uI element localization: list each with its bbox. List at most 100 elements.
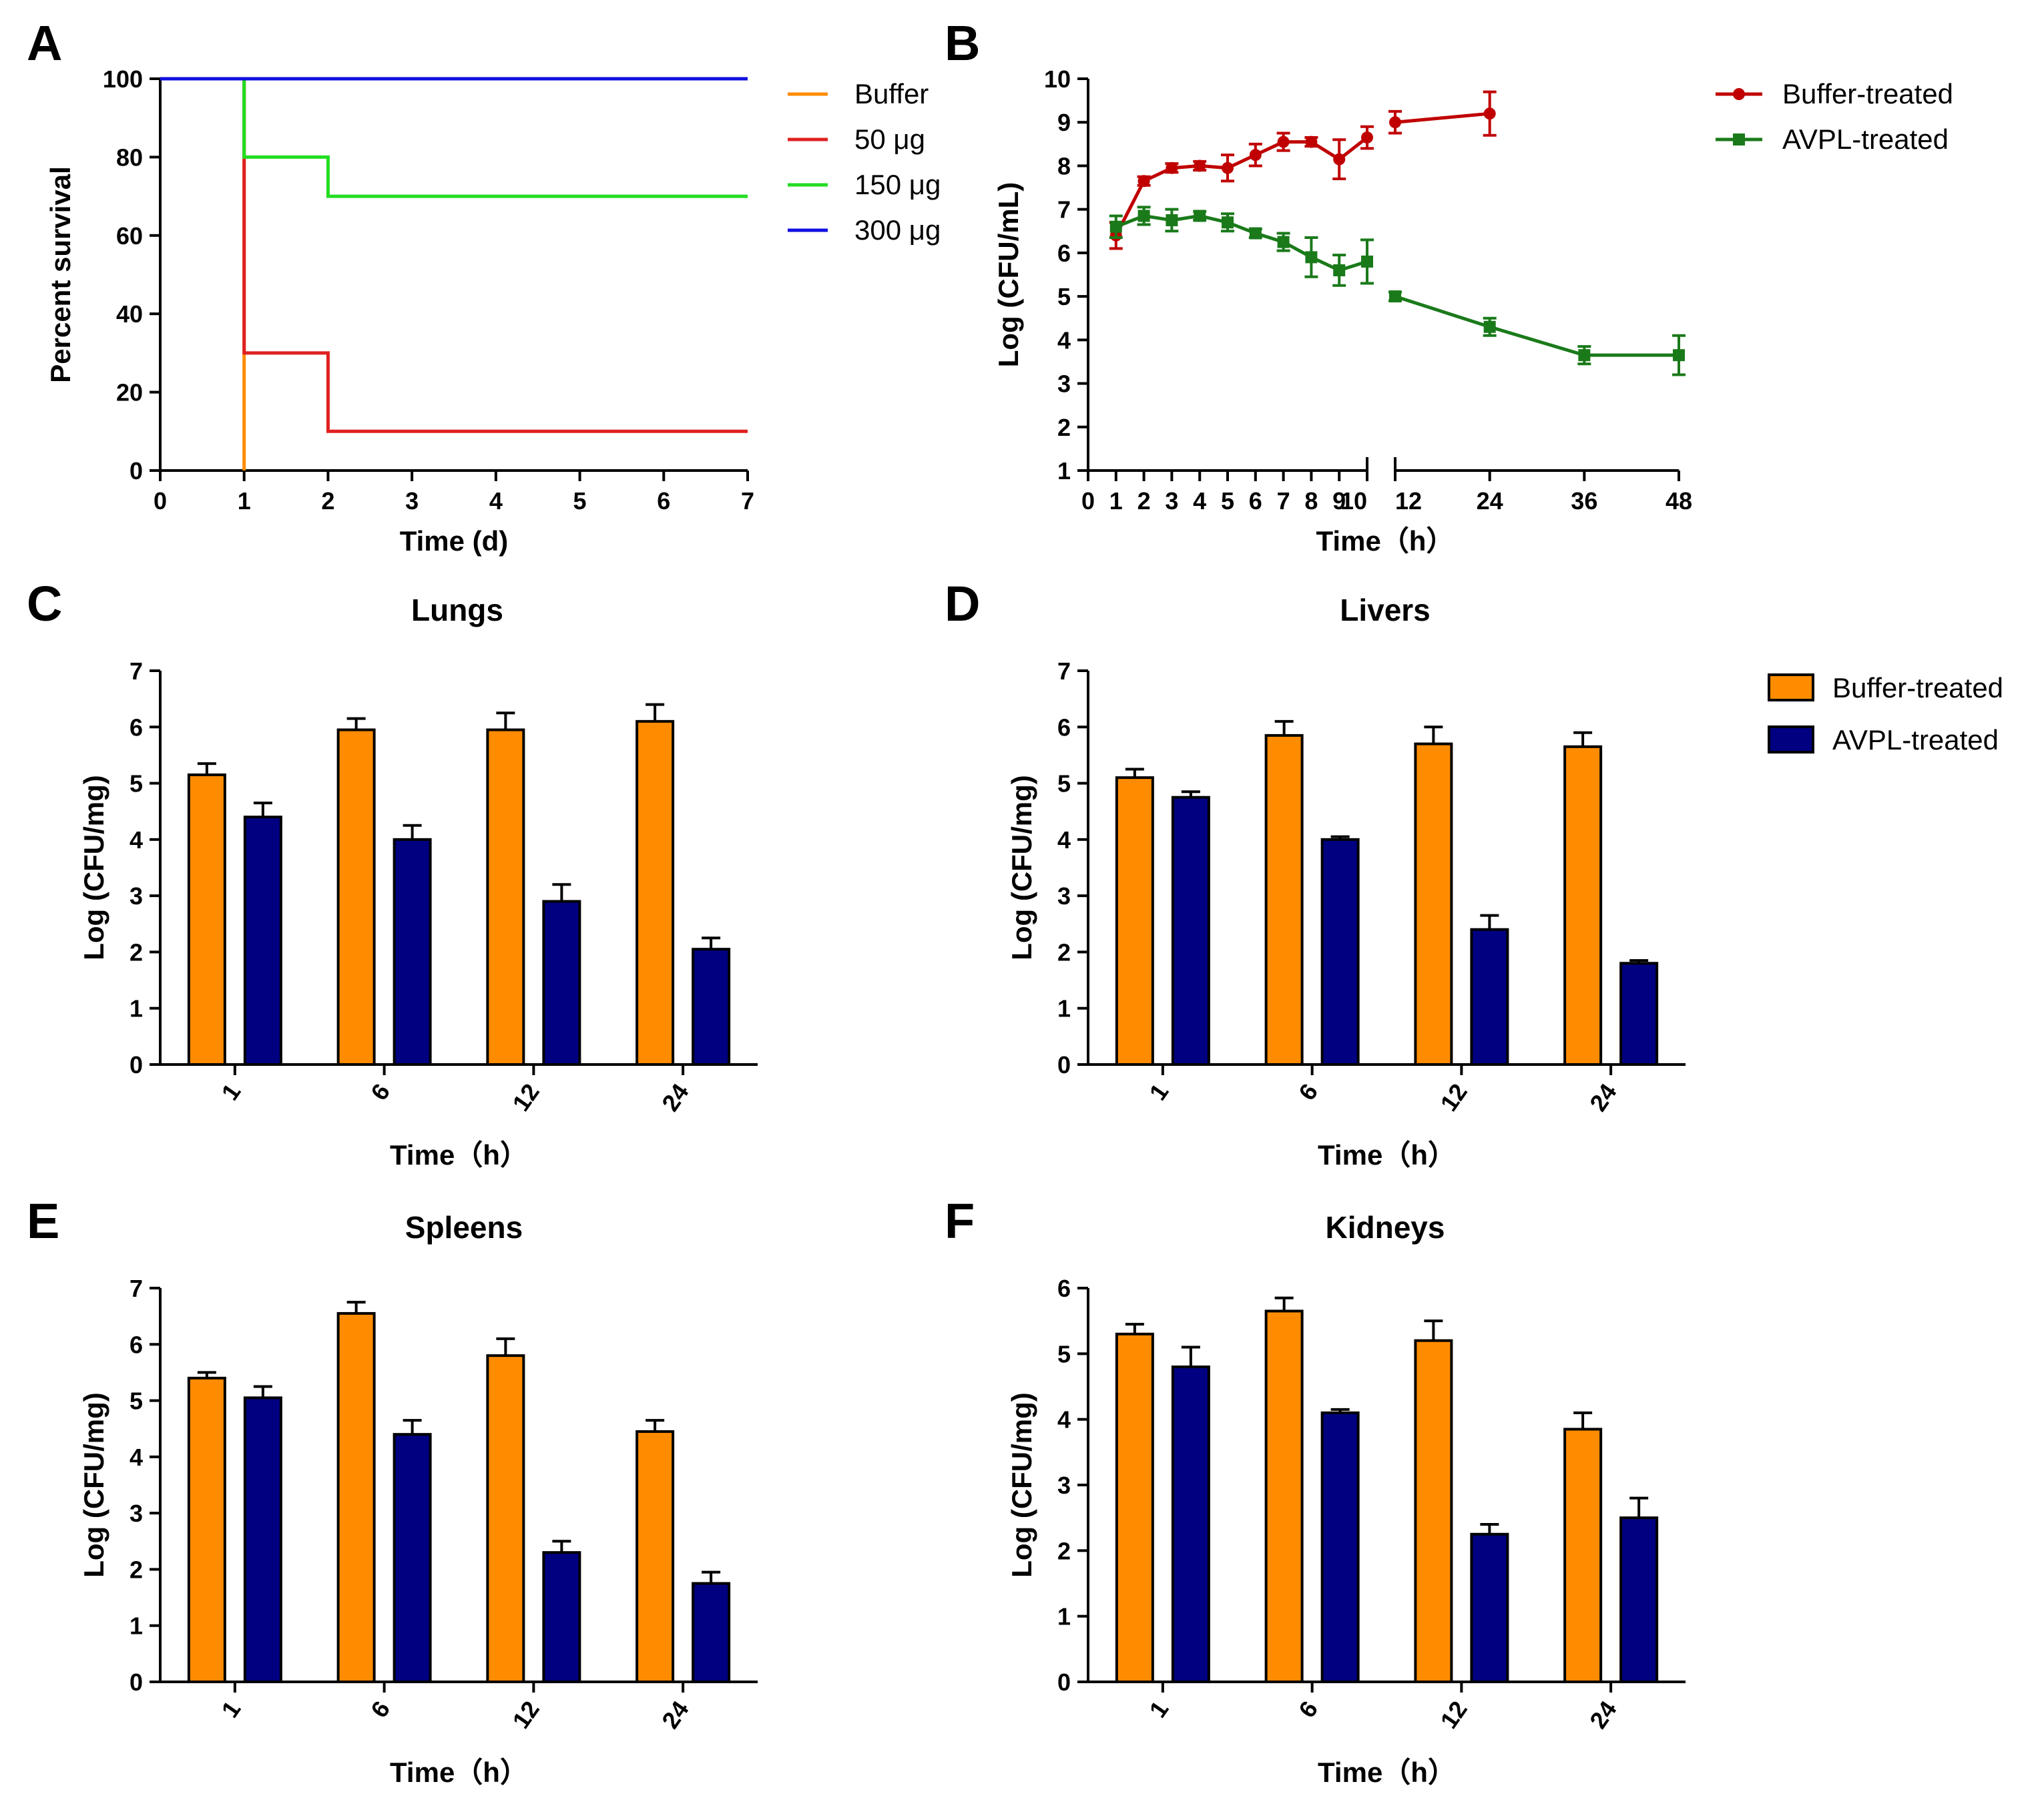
data-point bbox=[1277, 135, 1290, 148]
panel-label-e: E bbox=[27, 1193, 59, 1249]
bar bbox=[486, 728, 525, 1066]
y-tick-label: 10 bbox=[1044, 65, 1071, 93]
chart-title: Lungs bbox=[411, 593, 503, 627]
bar bbox=[393, 1433, 432, 1683]
series-line-1 bbox=[160, 77, 748, 433]
x-axis-label: Time（h） bbox=[1318, 1139, 1456, 1171]
x-tick-label: 9 bbox=[1332, 487, 1346, 515]
x-tick-label: 24 bbox=[656, 1696, 694, 1733]
y-tick-label: 5 bbox=[1057, 770, 1071, 798]
y-tick-label: 1 bbox=[1057, 457, 1071, 485]
bar bbox=[243, 1396, 282, 1684]
legend-label: Buffer bbox=[854, 78, 929, 109]
bar bbox=[1264, 1309, 1304, 1683]
data-point bbox=[1361, 131, 1373, 144]
x-tick-label: 3 bbox=[405, 487, 419, 515]
data-point bbox=[1194, 160, 1206, 172]
bar bbox=[692, 948, 731, 1066]
data-point bbox=[1277, 236, 1290, 248]
bar bbox=[542, 900, 581, 1066]
x-tick-label: 0 bbox=[1081, 487, 1095, 515]
bar bbox=[336, 1311, 376, 1683]
bar bbox=[187, 773, 226, 1067]
bar bbox=[1563, 745, 1603, 1067]
y-tick-label: 6 bbox=[1057, 1275, 1071, 1302]
x-tick-label: 6 bbox=[365, 1079, 395, 1105]
bar bbox=[1619, 1516, 1659, 1684]
y-tick-label: 6 bbox=[1057, 240, 1071, 267]
y-tick-label: 5 bbox=[130, 770, 143, 798]
y-tick-label: 5 bbox=[130, 1388, 143, 1415]
legend-swatch bbox=[1768, 673, 1814, 701]
data-point bbox=[1249, 227, 1262, 240]
y-tick-label: 60 bbox=[116, 222, 143, 250]
data-point bbox=[1109, 220, 1122, 233]
y-tick-label: 1 bbox=[130, 1612, 143, 1640]
y-tick-label: 6 bbox=[1057, 713, 1071, 741]
x-tick-label: 5 bbox=[573, 487, 587, 515]
y-tick-label: 80 bbox=[116, 143, 143, 171]
bar bbox=[1171, 796, 1210, 1066]
x-tick-label: 6 bbox=[657, 487, 670, 515]
panel-label-c: C bbox=[27, 576, 62, 631]
x-tick-label: 24 bbox=[656, 1079, 694, 1116]
bar bbox=[692, 1582, 731, 1683]
bar bbox=[187, 1376, 226, 1684]
y-tick-label: 6 bbox=[130, 1331, 143, 1358]
y-tick-label: 0 bbox=[130, 1051, 143, 1079]
x-tick-label: 6 bbox=[1249, 487, 1262, 515]
series-line-2 bbox=[160, 77, 748, 198]
y-tick-label: 4 bbox=[1057, 326, 1071, 354]
y-axis-label: Log (CFU/mg) bbox=[1006, 1392, 1037, 1578]
bar bbox=[1115, 1332, 1154, 1684]
bar bbox=[1171, 1366, 1210, 1683]
series-line bbox=[1394, 294, 1679, 357]
y-tick-label: 7 bbox=[130, 657, 143, 685]
data-point bbox=[1249, 149, 1262, 162]
bar bbox=[1320, 1411, 1360, 1683]
y-tick-label: 7 bbox=[1057, 196, 1071, 224]
x-tick-label: 5 bbox=[1221, 487, 1234, 515]
series-line bbox=[1394, 111, 1490, 124]
data-point bbox=[1483, 320, 1496, 333]
x-tick-label: 7 bbox=[1277, 487, 1290, 515]
bar bbox=[1563, 1428, 1603, 1684]
x-tick-label: 7 bbox=[741, 487, 754, 515]
bar bbox=[486, 1354, 525, 1683]
y-tick-label: 0 bbox=[130, 1669, 143, 1696]
y-tick-label: 4 bbox=[130, 1444, 143, 1471]
bar-legend: Buffer-treated AVPL-treated bbox=[1768, 672, 2003, 756]
x-axis-label: Time (d) bbox=[400, 525, 509, 557]
y-tick-label: 4 bbox=[130, 826, 143, 854]
data-point bbox=[1333, 264, 1346, 276]
legend-label: Buffer-treated bbox=[1782, 78, 1953, 109]
x-tick-label: 4 bbox=[1193, 487, 1206, 515]
y-tick-label: 0 bbox=[1057, 1669, 1071, 1696]
y-tick-label: 1 bbox=[1057, 1603, 1071, 1630]
x-tick-label: 12 bbox=[507, 1079, 545, 1116]
y-tick-label: 2 bbox=[130, 1556, 143, 1583]
panel-label-f: F bbox=[945, 1193, 975, 1249]
y-tick-label: 3 bbox=[1057, 882, 1071, 910]
data-point bbox=[1305, 135, 1318, 148]
legend-label: AVPL-treated bbox=[1782, 123, 1949, 155]
bar bbox=[1414, 742, 1453, 1066]
x-axis-label: Time（h） bbox=[1318, 1757, 1456, 1788]
x-tick-label: 1 bbox=[216, 1696, 246, 1723]
y-tick-label: 8 bbox=[1057, 152, 1071, 180]
y-tick-label: 0 bbox=[1057, 1051, 1071, 1079]
y-tick-label: 4 bbox=[1057, 1406, 1071, 1434]
series-line bbox=[1114, 136, 1368, 236]
bar bbox=[635, 1430, 675, 1683]
x-axis-label: Time（h） bbox=[1316, 525, 1455, 557]
legend-label: Buffer-treated bbox=[1832, 672, 2003, 703]
y-tick-label: 4 bbox=[1057, 826, 1071, 854]
x-tick-label: 36 bbox=[1571, 487, 1597, 515]
y-tick-label: 2 bbox=[1057, 1537, 1071, 1564]
data-point bbox=[1578, 349, 1591, 362]
bar bbox=[243, 816, 282, 1066]
bar bbox=[1264, 733, 1304, 1067]
x-tick-label: 12 bbox=[1435, 1696, 1473, 1733]
